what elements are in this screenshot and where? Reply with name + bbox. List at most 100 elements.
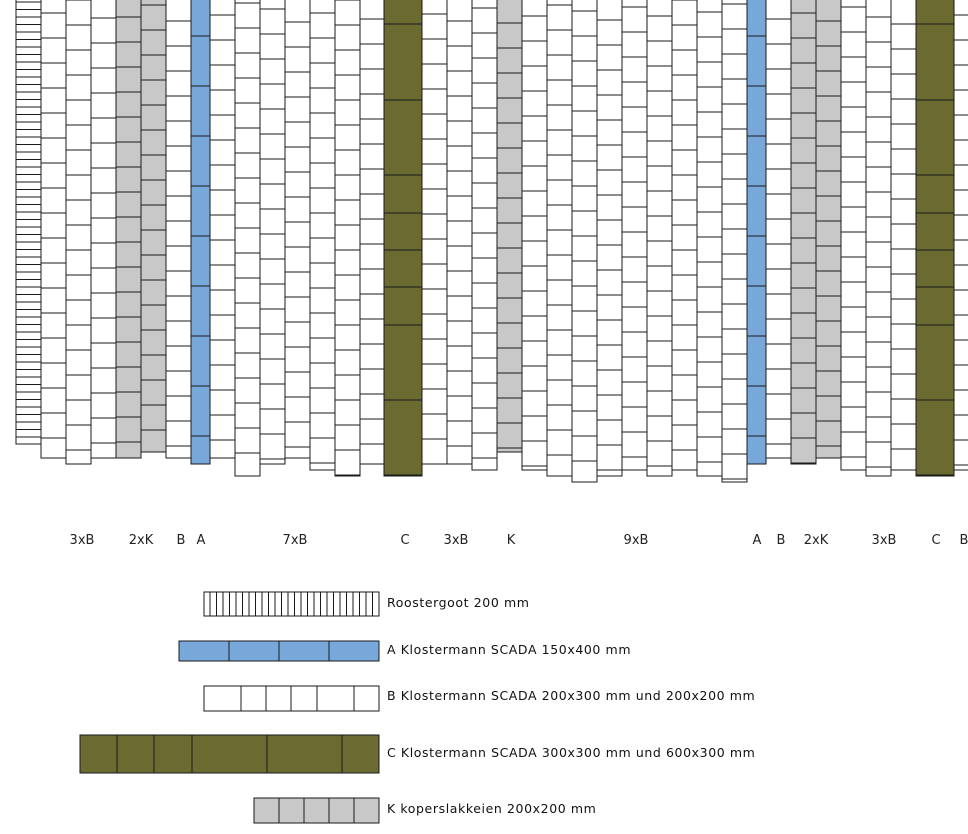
tile-k: [496, 0, 523, 24]
tile-b: [596, 194, 623, 221]
tile-b: [521, 315, 548, 342]
tile-b: [890, 398, 917, 425]
tile-b: [65, 224, 92, 251]
column-label: 3xB: [444, 533, 469, 548]
tile-k: [140, 429, 167, 453]
tile-b: [521, 90, 548, 117]
tile-b: [621, 156, 648, 183]
column-c: [915, 0, 955, 477]
tile-b: [671, 149, 698, 176]
tile-b: [953, 389, 968, 416]
tile-b: [446, 395, 473, 422]
tile-b: [359, 218, 385, 245]
tile-b: [421, 338, 448, 365]
legend-swatch-b-tile: [240, 685, 267, 712]
tile-b: [359, 393, 385, 420]
tile-b: [309, 187, 336, 214]
tile-b: [446, 245, 473, 272]
tile-a: [746, 0, 767, 37]
legend-swatch-c: [79, 734, 380, 774]
tile-b: [209, 214, 236, 241]
tile-b: [359, 343, 385, 370]
tile-k: [115, 366, 142, 393]
tile-b: [696, 36, 723, 63]
tile-b: [890, 323, 917, 350]
tile-b: [890, 198, 917, 225]
tile-c: [915, 0, 955, 25]
tile-b: [65, 174, 92, 201]
tile-b: [765, 268, 792, 295]
tile-b: [359, 443, 385, 465]
tile-b: [721, 378, 748, 405]
legend-swatch-c-tile: [341, 734, 380, 774]
legend-swatch-b: [203, 685, 380, 712]
tile-b: [309, 137, 336, 164]
tile-b: [696, 111, 723, 138]
tile-b: [890, 98, 917, 125]
tile-b: [890, 0, 917, 25]
tile-b: [234, 327, 261, 354]
tile-b: [621, 456, 648, 471]
column-k: [815, 0, 842, 459]
tile-b: [309, 62, 336, 89]
legend-swatch-b-tile: [265, 685, 292, 712]
tile-b: [165, 45, 192, 72]
tile-b: [284, 121, 311, 148]
tile-c: [383, 324, 423, 401]
tile-b: [421, 63, 448, 90]
tile-b: [284, 21, 311, 48]
legend-swatch-c-tile: [79, 734, 118, 774]
tile-b: [721, 153, 748, 180]
tile-b: [671, 224, 698, 251]
tile-b: [621, 206, 648, 233]
tile-b: [865, 0, 892, 18]
tile-c: [915, 99, 955, 176]
tile-b: [234, 252, 261, 279]
tile-b: [765, 393, 792, 420]
tile-b: [571, 385, 598, 412]
tile-k: [496, 347, 523, 374]
tile-k: [115, 291, 142, 318]
tile-b: [596, 69, 623, 96]
tile-k: [815, 120, 842, 147]
tile-b: [765, 43, 792, 70]
column-a: [746, 0, 767, 465]
tile-b: [334, 274, 361, 301]
tile-c: [383, 249, 423, 288]
tile-b: [521, 390, 548, 417]
tile-c: [915, 474, 955, 477]
tile-b: [721, 78, 748, 105]
tile-b: [209, 314, 236, 341]
tile-k: [115, 441, 142, 459]
column-b: [446, 0, 473, 465]
tile-b: [259, 8, 286, 35]
legend-label-roostergoot: Roostergoot 200 mm: [387, 595, 530, 610]
tile-b: [696, 161, 723, 188]
tile-b: [90, 317, 117, 344]
legend-swatch-b-tile: [353, 685, 380, 712]
tile-b: [890, 223, 917, 250]
tile-b: [65, 399, 92, 426]
tile-b: [421, 13, 448, 40]
tile-b: [471, 407, 498, 434]
legend-swatch-roostergoot-frame: [203, 591, 380, 617]
tile-b: [284, 196, 311, 223]
tile-b: [209, 14, 236, 41]
tile-b: [840, 306, 867, 333]
tile-b: [953, 189, 968, 216]
tile-k: [115, 116, 142, 143]
tile-b: [259, 208, 286, 235]
tile-b: [209, 239, 236, 266]
tile-b: [259, 258, 286, 285]
tile-b: [646, 365, 673, 392]
tile-a: [746, 435, 767, 465]
tile-b: [521, 340, 548, 367]
legend-swatch-k-tile: [328, 797, 355, 824]
tile-b: [90, 192, 117, 219]
tile-b: [840, 31, 867, 58]
tile-b: [234, 377, 261, 404]
tile-k: [815, 20, 842, 47]
tile-b: [840, 381, 867, 408]
column-k: [115, 0, 142, 459]
tile-b: [90, 367, 117, 394]
